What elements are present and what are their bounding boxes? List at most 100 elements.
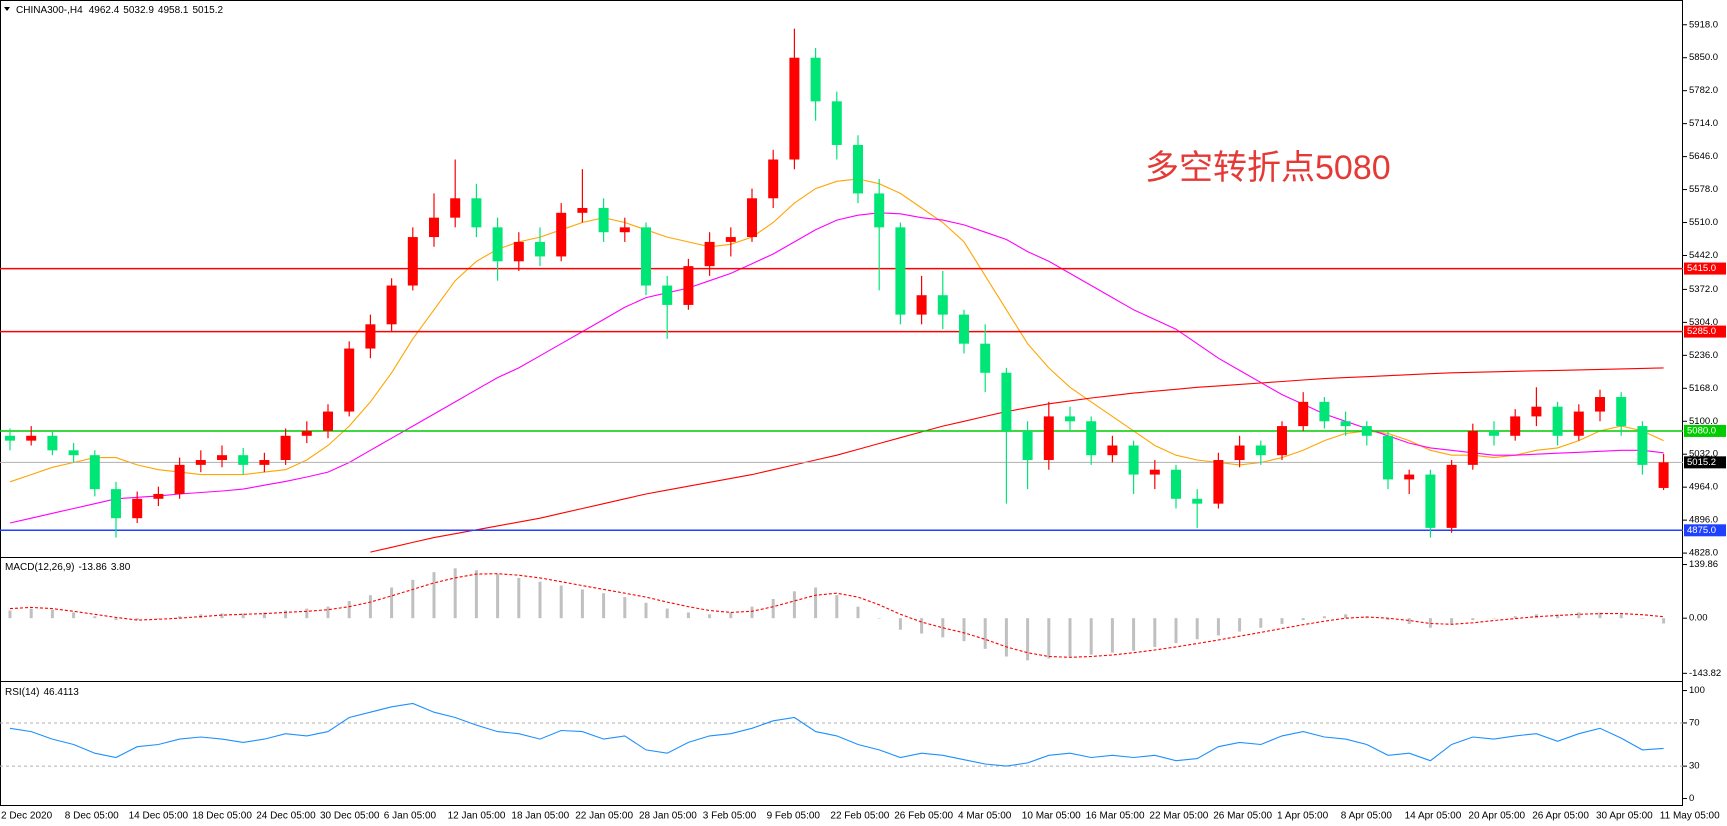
candle-body <box>959 314 969 344</box>
candle-body <box>1298 401 1309 427</box>
rsi-label: RSI(14) <box>5 687 39 698</box>
candle-body <box>619 227 630 233</box>
x-tick-label: 8 Apr 05:00 <box>1341 811 1393 822</box>
x-tick-label: 22 Jan 05:00 <box>575 811 633 822</box>
candle-body <box>344 348 355 412</box>
macd-bar <box>496 574 500 619</box>
signal-readout: 3.80 <box>111 562 131 573</box>
y-tick-label: 5714.0 <box>1689 118 1718 129</box>
close: 5015.2 <box>192 5 223 16</box>
y-tick-label: 5646.0 <box>1689 151 1718 162</box>
macd-bar <box>1153 618 1157 647</box>
candle-body <box>1616 397 1627 427</box>
macd-bar <box>941 618 945 638</box>
candle-body <box>1361 426 1372 436</box>
price-level-label: 5015.2 <box>1687 457 1716 468</box>
candle-body <box>747 198 757 238</box>
candle-body <box>1065 416 1075 422</box>
candle-body <box>768 159 779 199</box>
candle-body <box>195 460 206 465</box>
price-level-box <box>1684 262 1726 275</box>
candle-body <box>153 493 164 499</box>
macd-bar <box>1662 618 1666 624</box>
candle-body <box>1425 474 1436 528</box>
y-tick-label: 4896.0 <box>1689 515 1718 526</box>
x-tick-label: 28 Jan 05:00 <box>639 811 697 822</box>
macd-bar <box>8 610 12 619</box>
candle-body <box>641 227 651 286</box>
candle-body <box>895 227 906 315</box>
candle-body <box>874 193 885 228</box>
x-tick-label: 16 Mar 05:00 <box>1086 811 1145 822</box>
y-tick-label: 5782.0 <box>1689 85 1718 96</box>
candle-body <box>1404 474 1415 480</box>
macd-bar <box>1238 618 1242 632</box>
x-tick-label: 26 Mar 05:00 <box>1213 811 1272 822</box>
x-tick-label: 9 Feb 05:00 <box>767 811 821 822</box>
macd-bar <box>792 591 796 619</box>
candle-body <box>789 57 800 160</box>
candle-body <box>238 455 249 465</box>
macd-bar <box>856 606 860 619</box>
price-level-label: 5415.0 <box>1687 263 1716 274</box>
macd-bar <box>920 618 924 634</box>
x-tick-label: 14 Dec 05:00 <box>129 811 189 822</box>
y-tick-label: 139.86 <box>1689 559 1718 570</box>
macd-bar <box>1068 618 1072 657</box>
x-tick-label: 10 Mar 05:00 <box>1022 811 1081 822</box>
candle-body <box>662 285 673 305</box>
candle-body <box>386 285 397 325</box>
macd-bar <box>814 587 818 619</box>
candle-body <box>1340 421 1351 427</box>
candle-body <box>492 227 503 262</box>
macd-bar <box>602 593 606 619</box>
moving-average <box>370 367 1664 553</box>
candle-body <box>1446 464 1457 528</box>
x-tick-label: 6 Jan 05:00 <box>384 811 437 822</box>
symbol: CHINA300-,H4 <box>16 5 83 16</box>
macd-bar <box>411 579 415 619</box>
candle-body <box>683 266 694 305</box>
candle-body <box>937 295 948 315</box>
candle-body <box>1234 445 1245 461</box>
macd-bar <box>1471 618 1475 621</box>
x-tick-label: 24 Dec 05:00 <box>256 811 316 822</box>
macd-bar <box>1259 618 1263 628</box>
macd-bar <box>1386 618 1390 621</box>
macd-bar <box>1280 618 1284 624</box>
candle-body <box>1255 445 1266 456</box>
macd-label: MACD(12,26,9) <box>5 562 74 573</box>
y-tick-label: 5918.0 <box>1689 19 1718 30</box>
candle-body <box>407 237 418 286</box>
menu-arrow[interactable] <box>4 7 10 11</box>
macd-bar <box>1577 612 1581 619</box>
candle-body <box>111 489 121 519</box>
macd-bar <box>262 612 266 619</box>
x-tick-label: 22 Mar 05:00 <box>1149 811 1208 822</box>
macd-bar <box>1301 618 1305 621</box>
x-tick-label: 26 Feb 05:00 <box>894 811 953 822</box>
macd-bar <box>1026 618 1030 661</box>
candle-body <box>1637 426 1648 465</box>
macd-bar <box>771 599 775 619</box>
candle-body <box>1489 430 1499 436</box>
macd-bar <box>453 568 457 619</box>
macd-bar <box>750 606 754 619</box>
candle-body <box>1467 430 1478 465</box>
candle-body <box>365 324 376 349</box>
y-tick-label: 5100.0 <box>1689 416 1718 427</box>
macd-bar <box>1513 616 1517 619</box>
macd-bar <box>983 618 987 649</box>
y-tick-label: 5032.0 <box>1689 449 1718 460</box>
candle-body <box>831 101 842 145</box>
macd-bar <box>1047 618 1051 659</box>
x-tick-label: 30 Dec 05:00 <box>320 811 380 822</box>
open: 4962.4 <box>89 5 120 16</box>
price-level-box <box>1684 524 1726 537</box>
price-level-box <box>1684 325 1726 338</box>
macd-bar <box>835 595 839 619</box>
x-tick-label: 18 Jan 05:00 <box>511 811 569 822</box>
macd-bar <box>1619 614 1623 619</box>
macd-bar <box>1216 618 1220 636</box>
